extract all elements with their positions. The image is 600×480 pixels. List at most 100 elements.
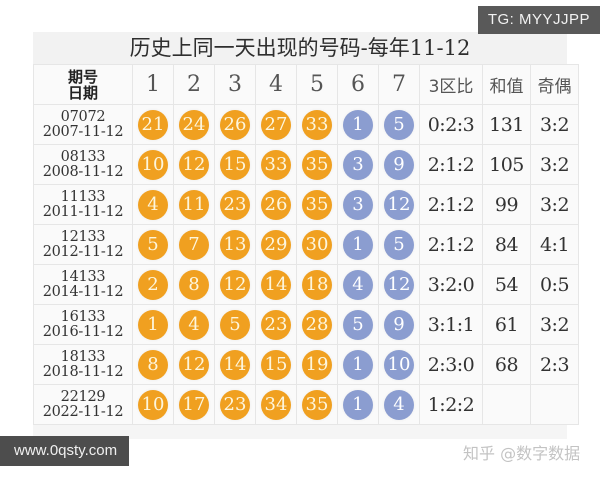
red-ball-cell: 21 bbox=[132, 104, 174, 145]
blue-ball-cell: 3 bbox=[337, 144, 379, 185]
header-sum: 和值 bbox=[482, 64, 531, 105]
blue-ball: 5 bbox=[384, 109, 414, 140]
red-ball-cell: 14 bbox=[214, 344, 256, 385]
red-ball: 10 bbox=[138, 389, 168, 420]
odd-even-cell: 4:1 bbox=[530, 224, 579, 265]
row-date: 2008-11-12 bbox=[42, 163, 124, 180]
blue-ball: 4 bbox=[343, 269, 373, 300]
site-watermark: 知乎 @数字数据 bbox=[463, 444, 581, 463]
red-ball: 8 bbox=[179, 269, 209, 300]
table-body: 07072 2007-11-12 21 24 26 27 33 1 5 0:2:3 131 3:2 08… bbox=[33, 104, 579, 425]
red-ball: 4 bbox=[179, 309, 209, 340]
blue-ball: 12 bbox=[384, 189, 414, 220]
sum-cell: 68 bbox=[482, 344, 531, 385]
zone-ratio-cell: 3:2:0 bbox=[419, 264, 483, 305]
header-odd-even: 奇偶 bbox=[530, 64, 579, 105]
row-period-number: 16133 bbox=[60, 308, 106, 325]
red-ball: 13 bbox=[220, 229, 250, 260]
site-url-badge: www.0qsty.com bbox=[0, 436, 130, 466]
blue-ball: 3 bbox=[343, 149, 373, 180]
sum-cell: 54 bbox=[482, 264, 531, 305]
blue-ball: 1 bbox=[343, 229, 373, 260]
red-ball: 2 bbox=[138, 269, 168, 300]
blue-ball-cell: 9 bbox=[378, 144, 420, 185]
red-ball-cell: 10 bbox=[132, 384, 174, 425]
table-header-row: 期号 日期 1 2 3 4 5 6 7 3区比 和值 奇偶 bbox=[33, 64, 579, 105]
zone-ratio-cell: 2:1:2 bbox=[419, 184, 483, 225]
red-ball: 4 bbox=[138, 189, 168, 220]
zone-ratio-cell: 3:1:1 bbox=[419, 304, 483, 345]
red-ball: 35 bbox=[302, 189, 332, 220]
red-ball-cell: 30 bbox=[296, 224, 338, 265]
red-ball-cell: 4 bbox=[173, 304, 215, 345]
blue-ball: 12 bbox=[384, 269, 414, 300]
sum-cell: 61 bbox=[482, 304, 531, 345]
red-ball: 14 bbox=[220, 349, 250, 380]
red-ball-cell: 5 bbox=[214, 304, 256, 345]
red-ball: 33 bbox=[261, 149, 291, 180]
lottery-history-table: 期号 日期 1 2 3 4 5 6 7 3区比 和值 奇偶 07072 2007-… bbox=[33, 64, 579, 425]
red-ball-cell: 26 bbox=[214, 104, 256, 145]
red-ball-cell: 13 bbox=[214, 224, 256, 265]
blue-ball: 1 bbox=[343, 349, 373, 380]
red-ball-cell: 24 bbox=[173, 104, 215, 145]
red-ball: 15 bbox=[261, 349, 291, 380]
red-ball: 15 bbox=[220, 149, 250, 180]
red-ball: 12 bbox=[179, 349, 209, 380]
blue-ball-cell: 5 bbox=[378, 224, 420, 265]
odd-even-cell: 3:2 bbox=[530, 104, 579, 145]
red-ball: 7 bbox=[179, 229, 209, 260]
header-ball-3: 3 bbox=[214, 64, 256, 105]
blue-ball-cell: 4 bbox=[337, 264, 379, 305]
zone-ratio-cell: 2:1:2 bbox=[419, 144, 483, 185]
odd-even-cell: 0:5 bbox=[530, 264, 579, 305]
blue-ball-cell: 12 bbox=[378, 184, 420, 225]
row-period-date: 18133 2018-11-12 bbox=[33, 344, 133, 385]
header-ball-4: 4 bbox=[255, 64, 297, 105]
odd-even-cell: 3:2 bbox=[530, 144, 579, 185]
blue-ball: 3 bbox=[343, 189, 373, 220]
red-ball: 11 bbox=[179, 189, 209, 220]
red-ball-cell: 33 bbox=[296, 104, 338, 145]
header-period-date: 期号 日期 bbox=[33, 64, 133, 105]
row-period-date: 22129 2022-11-12 bbox=[33, 384, 133, 425]
red-ball: 26 bbox=[261, 189, 291, 220]
sum-cell: 99 bbox=[482, 184, 531, 225]
blue-ball-cell: 1 bbox=[337, 104, 379, 145]
row-period-date: 08133 2008-11-12 bbox=[33, 144, 133, 185]
red-ball-cell: 2 bbox=[132, 264, 174, 305]
red-ball-cell: 26 bbox=[255, 184, 297, 225]
row-date: 2014-11-12 bbox=[42, 283, 124, 300]
red-ball-cell: 11 bbox=[173, 184, 215, 225]
red-ball-cell: 5 bbox=[132, 224, 174, 265]
table-row: 07072 2007-11-12 21 24 26 27 33 1 5 0:2:3 131 3:2 bbox=[33, 104, 579, 145]
red-ball: 5 bbox=[138, 229, 168, 260]
sum-cell: 84 bbox=[482, 224, 531, 265]
row-period-number: 18133 bbox=[60, 348, 106, 365]
row-date: 2007-11-12 bbox=[42, 123, 124, 140]
zone-ratio-cell: 2:1:2 bbox=[419, 224, 483, 265]
blue-ball-cell: 12 bbox=[378, 264, 420, 305]
blue-ball-cell: 1 bbox=[337, 224, 379, 265]
red-ball: 29 bbox=[261, 229, 291, 260]
red-ball: 14 bbox=[261, 269, 291, 300]
odd-even-cell: 3:2 bbox=[530, 184, 579, 225]
row-date: 2022-11-12 bbox=[42, 403, 124, 420]
row-period-number: 07072 bbox=[60, 108, 106, 125]
red-ball: 26 bbox=[220, 109, 250, 140]
red-ball: 1 bbox=[138, 309, 168, 340]
blue-ball-cell: 3 bbox=[337, 184, 379, 225]
red-ball: 30 bbox=[302, 229, 332, 260]
row-period-date: 11133 2011-11-12 bbox=[33, 184, 133, 225]
red-ball: 23 bbox=[220, 189, 250, 220]
red-ball-cell: 10 bbox=[132, 144, 174, 185]
red-ball-cell: 4 bbox=[132, 184, 174, 225]
row-period-date: 12133 2012-11-12 bbox=[33, 224, 133, 265]
red-ball: 23 bbox=[220, 389, 250, 420]
lottery-history-panel: 历史上同一天出现的号码-每年11-12 期号 日期 1 2 3 4 5 6 7 … bbox=[33, 32, 580, 463]
table-row: 12133 2012-11-12 5 7 13 29 30 1 5 2:1:2 84 4:1 bbox=[33, 224, 579, 265]
red-ball-cell: 18 bbox=[296, 264, 338, 305]
red-ball-cell: 12 bbox=[173, 144, 215, 185]
odd-even-cell: 3:2 bbox=[530, 304, 579, 345]
